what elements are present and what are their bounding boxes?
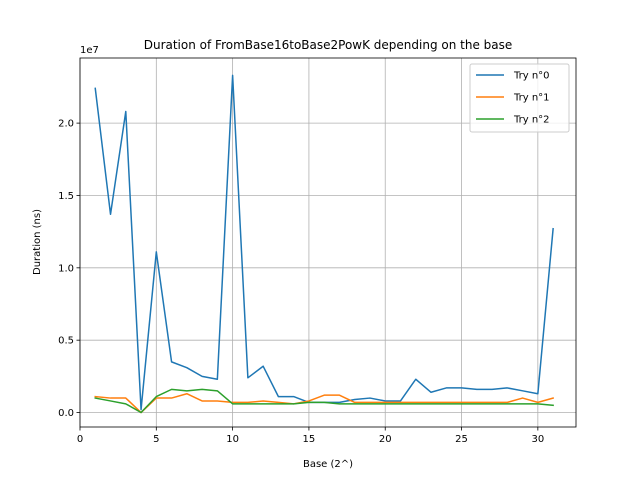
x-tick-label: 25 [455, 434, 468, 445]
chart-title: Duration of FromBase16toBase2PowK depend… [144, 38, 513, 52]
legend-box [469, 63, 570, 133]
x-tick-label: 30 [531, 434, 544, 445]
grid-lines [79, 58, 576, 427]
x-tick-label: 15 [303, 434, 316, 445]
x-tick-label: 10 [226, 434, 239, 445]
x-tick-label: 5 [153, 434, 159, 445]
y-tick-label: 2.0 [58, 119, 74, 130]
plot-frame [79, 57, 577, 428]
series-line-try-2 [94, 388, 554, 414]
series-line-try-1 [94, 392, 555, 414]
y-axis-label: Duration (ns) [32, 209, 43, 275]
series-lines [94, 74, 555, 414]
x-axis-label: Base (2^) [303, 459, 353, 470]
legend-label-try-1: Try n°1 [513, 93, 550, 104]
y-tick-label: 0.5 [58, 336, 74, 347]
legend: Try n°0 Try n°1 Try n°2 [469, 63, 570, 133]
y-tick-label: 0.0 [58, 408, 74, 419]
y-offset-label: 1e7 [80, 45, 99, 56]
x-tick-label: 20 [379, 434, 392, 445]
x-tick-label: 0 [77, 434, 83, 445]
y-tick-label: 1.5 [58, 191, 74, 202]
legend-label-try-0: Try n°0 [513, 71, 550, 82]
y-tick-label: 1.0 [58, 263, 74, 274]
legend-label-try-2: Try n°2 [513, 115, 550, 126]
axis-ticks: 0 5 10 15 20 25 30 0.0 0.5 1.0 1.5 2.0 [58, 119, 544, 445]
